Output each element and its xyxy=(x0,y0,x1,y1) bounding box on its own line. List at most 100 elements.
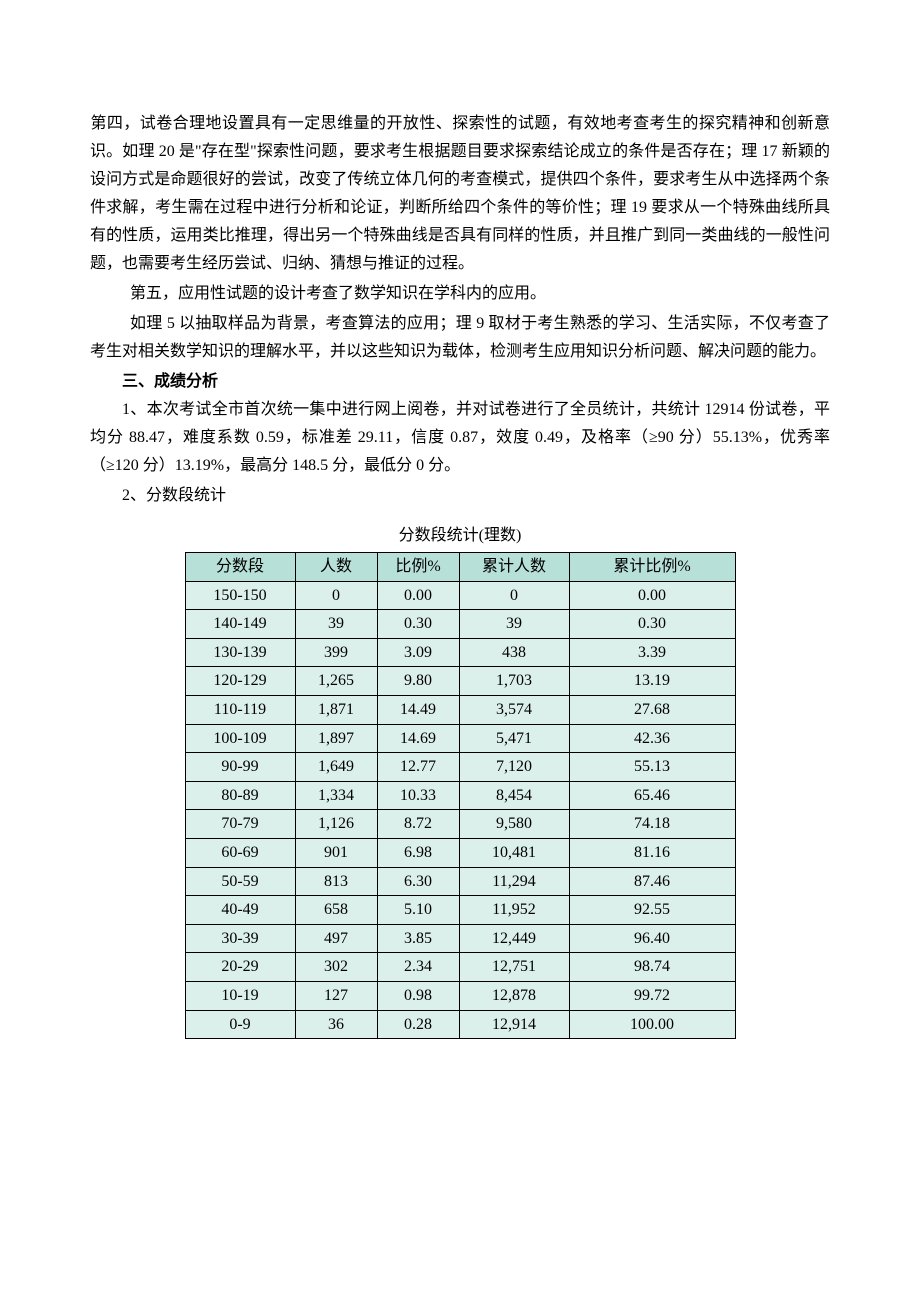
table-cell: 10.33 xyxy=(377,781,459,810)
table-cell: 42.36 xyxy=(569,724,735,753)
th-cumcount: 累计人数 xyxy=(459,553,569,582)
table-cell: 9.80 xyxy=(377,667,459,696)
paragraph-5th: 第五，应用性试题的设计考查了数学知识在学科内的应用。 xyxy=(90,280,830,308)
table-cell: 1,265 xyxy=(295,667,377,696)
table-header-row: 分数段 人数 比例% 累计人数 累计比例% xyxy=(185,553,735,582)
table-cell: 100-109 xyxy=(185,724,295,753)
table-cell: 0-9 xyxy=(185,1010,295,1039)
table-cell: 92.55 xyxy=(569,896,735,925)
table-cell: 55.13 xyxy=(569,753,735,782)
table-cell: 399 xyxy=(295,638,377,667)
p5-text: 2、分数段统计 xyxy=(122,487,226,504)
table-cell: 90-99 xyxy=(185,753,295,782)
table-cell: 130-139 xyxy=(185,638,295,667)
table-cell: 0 xyxy=(459,581,569,610)
table-cell: 1,703 xyxy=(459,667,569,696)
table-cell: 110-119 xyxy=(185,695,295,724)
table-cell: 6.30 xyxy=(377,867,459,896)
table-cell: 813 xyxy=(295,867,377,896)
table-row: 70-791,1268.729,58074.18 xyxy=(185,810,735,839)
table-cell: 100.00 xyxy=(569,1010,735,1039)
table-cell: 11,952 xyxy=(459,896,569,925)
table-row: 50-598136.3011,29487.46 xyxy=(185,867,735,896)
paragraph-4th: 第四，试卷合理地设置具有一定思维量的开放性、探索性的试题，有效地考查考生的探究精… xyxy=(90,110,830,278)
table-row: 60-699016.9810,48181.16 xyxy=(185,838,735,867)
table-cell: 140-149 xyxy=(185,610,295,639)
table-cell: 99.72 xyxy=(569,981,735,1010)
table-row: 10-191270.9812,87899.72 xyxy=(185,981,735,1010)
table-cell: 12,751 xyxy=(459,953,569,982)
table-cell: 1,871 xyxy=(295,695,377,724)
table-row: 0-9360.2812,914100.00 xyxy=(185,1010,735,1039)
p3-text: 如理 5 以抽取样品为背景，考查算法的应用；理 9 取材于考生熟悉的学习、生活实… xyxy=(90,315,830,360)
table-row: 140-149390.30390.30 xyxy=(185,610,735,639)
table-cell: 81.16 xyxy=(569,838,735,867)
table-cell: 3.39 xyxy=(569,638,735,667)
score-distribution-table: 分数段 人数 比例% 累计人数 累计比例% 150-15000.0000.001… xyxy=(185,552,736,1039)
table-cell: 87.46 xyxy=(569,867,735,896)
table-row: 30-394973.8512,44996.40 xyxy=(185,924,735,953)
table-row: 150-15000.0000.00 xyxy=(185,581,735,610)
table-cell: 150-150 xyxy=(185,581,295,610)
table-cell: 0 xyxy=(295,581,377,610)
table-cell: 658 xyxy=(295,896,377,925)
table-cell: 5,471 xyxy=(459,724,569,753)
table-cell: 39 xyxy=(295,610,377,639)
table-cell: 0.00 xyxy=(377,581,459,610)
table-cell: 12,878 xyxy=(459,981,569,1010)
paragraph-stats-2: 2、分数段统计 xyxy=(90,482,830,510)
table-cell: 2.34 xyxy=(377,953,459,982)
th-count: 人数 xyxy=(295,553,377,582)
section-title-3: 三、成绩分析 xyxy=(90,368,830,396)
table-cell: 27.68 xyxy=(569,695,735,724)
th-cumratio: 累计比例% xyxy=(569,553,735,582)
table-row: 110-1191,87114.493,57427.68 xyxy=(185,695,735,724)
table-cell: 30-39 xyxy=(185,924,295,953)
table-cell: 7,120 xyxy=(459,753,569,782)
table-cell: 14.69 xyxy=(377,724,459,753)
table-cell: 60-69 xyxy=(185,838,295,867)
p1-text: 第四，试卷合理地设置具有一定思维量的开放性、探索性的试题，有效地考查考生的探究精… xyxy=(90,115,830,272)
table-cell: 127 xyxy=(295,981,377,1010)
table-cell: 8,454 xyxy=(459,781,569,810)
table-cell: 96.40 xyxy=(569,924,735,953)
table-row: 100-1091,89714.695,47142.36 xyxy=(185,724,735,753)
table-cell: 497 xyxy=(295,924,377,953)
table-cell: 20-29 xyxy=(185,953,295,982)
table-row: 130-1393993.094383.39 xyxy=(185,638,735,667)
table-cell: 74.18 xyxy=(569,810,735,839)
table-cell: 5.10 xyxy=(377,896,459,925)
table-cell: 8.72 xyxy=(377,810,459,839)
table-title: 分数段统计(理数) xyxy=(90,522,830,550)
table-cell: 14.49 xyxy=(377,695,459,724)
table-cell: 1,334 xyxy=(295,781,377,810)
table-row: 20-293022.3412,75198.74 xyxy=(185,953,735,982)
table-body: 150-15000.0000.00140-149390.30390.30130-… xyxy=(185,581,735,1039)
table-cell: 10-19 xyxy=(185,981,295,1010)
table-cell: 3.09 xyxy=(377,638,459,667)
table-cell: 0.30 xyxy=(377,610,459,639)
table-cell: 39 xyxy=(459,610,569,639)
table-row: 90-991,64912.777,12055.13 xyxy=(185,753,735,782)
th-range: 分数段 xyxy=(185,553,295,582)
table-cell: 65.46 xyxy=(569,781,735,810)
table-cell: 1,897 xyxy=(295,724,377,753)
table-cell: 12,914 xyxy=(459,1010,569,1039)
table-cell: 3.85 xyxy=(377,924,459,953)
paragraph-stats-1: 1、本次考试全市首次统一集中进行网上阅卷，并对试卷进行了全员统计，共统计 129… xyxy=(90,396,830,480)
table-cell: 438 xyxy=(459,638,569,667)
table-cell: 98.74 xyxy=(569,953,735,982)
table-cell: 0.00 xyxy=(569,581,735,610)
paragraph-example: 如理 5 以抽取样品为背景，考查算法的应用；理 9 取材于考生熟悉的学习、生活实… xyxy=(90,310,830,366)
table-cell: 1,126 xyxy=(295,810,377,839)
table-cell: 12.77 xyxy=(377,753,459,782)
p2-text: 第五，应用性试题的设计考查了数学知识在学科内的应用。 xyxy=(130,285,546,302)
table-cell: 0.28 xyxy=(377,1010,459,1039)
p4-text: 1、本次考试全市首次统一集中进行网上阅卷，并对试卷进行了全员统计，共统计 129… xyxy=(90,401,830,474)
th-ratio: 比例% xyxy=(377,553,459,582)
table-title-text: 分数段统计(理数) xyxy=(399,527,522,544)
table-cell: 12,449 xyxy=(459,924,569,953)
table-cell: 0.30 xyxy=(569,610,735,639)
section-title-text: 三、成绩分析 xyxy=(122,373,218,390)
table-cell: 0.98 xyxy=(377,981,459,1010)
